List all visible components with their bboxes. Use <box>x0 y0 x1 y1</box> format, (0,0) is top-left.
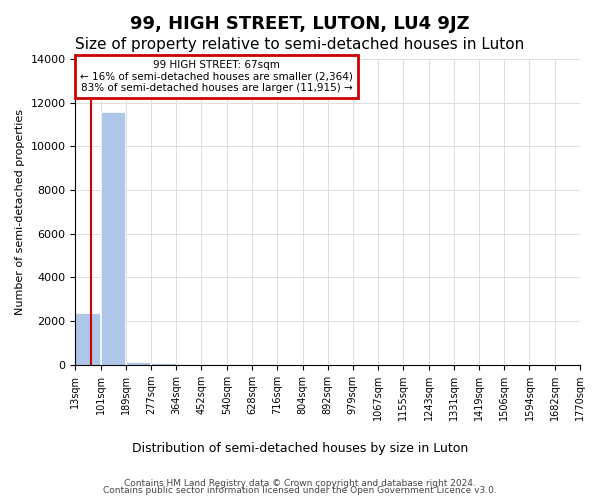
Bar <box>101 112 125 365</box>
Bar <box>227 364 251 365</box>
Bar <box>126 362 151 365</box>
Text: 99, HIGH STREET, LUTON, LU4 9JZ: 99, HIGH STREET, LUTON, LU4 9JZ <box>130 15 470 33</box>
Text: Contains public sector information licensed under the Open Government Licence v3: Contains public sector information licen… <box>103 486 497 495</box>
Text: Size of property relative to semi-detached houses in Luton: Size of property relative to semi-detach… <box>76 38 524 52</box>
Bar <box>202 364 226 365</box>
Bar <box>76 313 100 365</box>
Y-axis label: Number of semi-detached properties: Number of semi-detached properties <box>15 109 25 315</box>
Bar <box>151 363 176 365</box>
Text: 99 HIGH STREET: 67sqm
← 16% of semi-detached houses are smaller (2,364)
83% of s: 99 HIGH STREET: 67sqm ← 16% of semi-deta… <box>80 60 353 93</box>
Bar <box>176 364 201 365</box>
Text: Contains HM Land Registry data © Crown copyright and database right 2024.: Contains HM Land Registry data © Crown c… <box>124 478 476 488</box>
Text: Distribution of semi-detached houses by size in Luton: Distribution of semi-detached houses by … <box>132 442 468 455</box>
